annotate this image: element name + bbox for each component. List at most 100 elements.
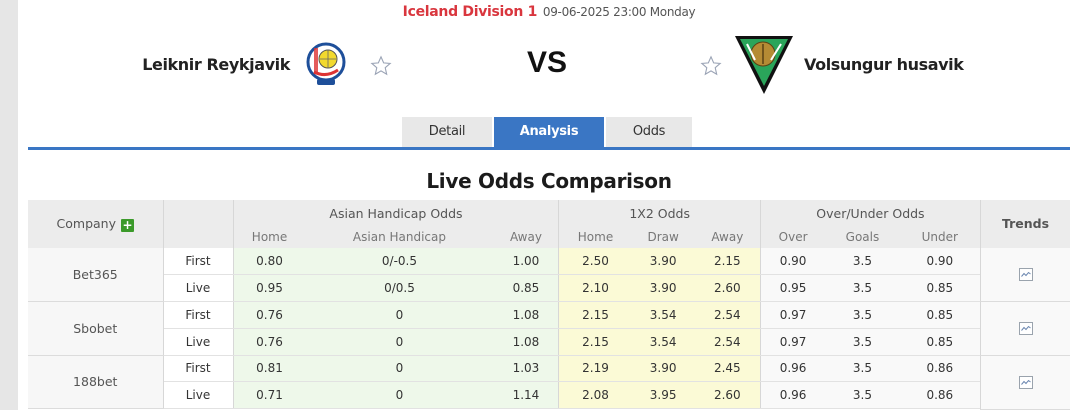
ou-goals[interactable]: 3.5 <box>825 381 900 409</box>
ah-away-odds[interactable]: 1.03 <box>493 355 560 383</box>
x12-away-odds[interactable]: 2.60 <box>694 381 761 409</box>
match-info: Iceland Division 1 09-06-2025 23:00 Mond… <box>28 4 1070 20</box>
line-chart-icon[interactable] <box>1018 376 1033 389</box>
trends-header: Trends <box>980 200 1070 248</box>
x12-home-odds[interactable]: 2.15 <box>558 328 632 356</box>
ah-home-odds[interactable]: 0.71 <box>233 381 306 409</box>
ah-line[interactable]: 0/0.5 <box>305 274 494 302</box>
x12-away-odds[interactable]: 2.54 <box>694 301 761 329</box>
ah-away-odds[interactable]: 1.08 <box>493 328 560 356</box>
ah-away-odds[interactable]: 1.00 <box>493 248 560 276</box>
ah-line[interactable]: 0 <box>305 301 494 329</box>
tab-odds[interactable]: Odds <box>606 117 692 147</box>
ou-under-odds[interactable]: 0.85 <box>899 274 980 302</box>
odds-kind: First <box>163 355 234 383</box>
x12-draw-odds[interactable]: 3.95 <box>631 381 695 409</box>
home-team-logo[interactable] <box>306 38 346 92</box>
ou-under-odds[interactable]: 0.86 <box>899 381 980 409</box>
ou-over-odds[interactable]: 0.90 <box>760 248 826 276</box>
x12-draw-odds[interactable]: 3.54 <box>631 328 695 356</box>
odds-type-header <box>163 200 234 248</box>
ou-goals[interactable]: 3.5 <box>825 274 900 302</box>
trend-cell-sbobet <box>980 302 1070 356</box>
tab-detail[interactable]: Detail <box>402 117 492 147</box>
ou-over-odds[interactable]: 0.96 <box>760 355 826 383</box>
ou-over-odds[interactable]: 0.96 <box>760 381 826 409</box>
x12-header: 1X2 Odds <box>558 200 761 226</box>
odds-kind: First <box>163 248 234 276</box>
ah-home-subheader: Home <box>233 226 306 248</box>
ah-home-odds[interactable]: 0.95 <box>233 274 306 302</box>
ou-under-odds[interactable]: 0.85 <box>899 301 980 329</box>
x12-home-odds[interactable]: 2.08 <box>558 381 632 409</box>
home-team-name[interactable]: Leiknir Reykjavik <box>142 55 290 74</box>
x12-away-odds[interactable]: 2.60 <box>694 274 761 302</box>
ah-away-odds[interactable]: 0.85 <box>493 274 560 302</box>
odds-kind: Live <box>163 381 234 409</box>
ou-goals[interactable]: 3.5 <box>825 328 900 356</box>
league-link[interactable]: Iceland Division 1 <box>402 4 538 20</box>
away-team-name[interactable]: Volsungur husavik <box>804 55 964 74</box>
away-favorite-star-icon[interactable] <box>700 55 722 77</box>
ou-under-subheader: Under <box>899 226 980 248</box>
ah-line[interactable]: 0 <box>305 381 494 409</box>
odds-comparison-table: Company + Asian Handicap Odds 1X2 Odds Ov… <box>28 200 980 409</box>
ou-goals[interactable]: 3.5 <box>825 355 900 383</box>
company-header-label: Company <box>56 216 116 231</box>
x12-draw-odds[interactable]: 3.90 <box>631 248 695 276</box>
ou-over-odds[interactable]: 0.97 <box>760 328 826 356</box>
line-chart-icon[interactable] <box>1018 322 1033 335</box>
ou-under-odds[interactable]: 0.86 <box>899 355 980 383</box>
x12-draw-odds[interactable]: 3.90 <box>631 355 695 383</box>
line-chart-icon[interactable] <box>1018 268 1033 281</box>
home-favorite-star-icon[interactable] <box>370 55 392 77</box>
x12-away-odds[interactable]: 2.45 <box>694 355 761 383</box>
asian-handicap-header: Asian Handicap Odds <box>233 200 560 226</box>
company-header: Company + <box>28 200 164 248</box>
x12-away-subheader: Away <box>694 226 761 248</box>
left-gutter <box>0 0 18 410</box>
ah-home-odds[interactable]: 0.76 <box>233 301 306 329</box>
section-title: Live Odds Comparison <box>426 169 672 193</box>
ah-home-odds[interactable]: 0.81 <box>233 355 306 383</box>
ah-line[interactable]: 0 <box>305 355 494 383</box>
add-company-plus-icon[interactable]: + <box>120 218 134 232</box>
ah-line[interactable]: 0 <box>305 328 494 356</box>
ah-home-odds[interactable]: 0.80 <box>233 248 306 276</box>
away-team-logo[interactable] <box>733 34 795 96</box>
ou-over-odds[interactable]: 0.97 <box>760 301 826 329</box>
x12-draw-odds[interactable]: 3.90 <box>631 274 695 302</box>
company-name[interactable]: 188bet <box>28 355 164 409</box>
ou-goals[interactable]: 3.5 <box>825 301 900 329</box>
x12-home-odds[interactable]: 2.19 <box>558 355 632 383</box>
tab-analysis[interactable]: Analysis <box>494 117 604 147</box>
ou-goals[interactable]: 3.5 <box>825 248 900 276</box>
company-name[interactable]: Bet365 <box>28 248 164 302</box>
company-name[interactable]: Sbobet <box>28 301 164 356</box>
table-row: Sbobet First 0.76 0 1.08 2.15 3.54 2.54 … <box>28 301 980 356</box>
odds-kind: Live <box>163 328 234 356</box>
ah-away-odds[interactable]: 1.14 <box>493 381 560 409</box>
ah-away-subheader: Away <box>493 226 560 248</box>
ou-under-odds[interactable]: 0.90 <box>899 248 980 276</box>
ah-away-odds[interactable]: 1.08 <box>493 301 560 329</box>
x12-home-odds[interactable]: 2.15 <box>558 301 632 329</box>
ou-under-odds[interactable]: 0.85 <box>899 328 980 356</box>
ah-home-odds[interactable]: 0.76 <box>233 328 306 356</box>
x12-home-odds[interactable]: 2.10 <box>558 274 632 302</box>
ah-line-subheader: Asian Handicap <box>305 226 494 248</box>
match-tabs: Detail Analysis Odds <box>402 117 692 147</box>
x12-home-subheader: Home <box>558 226 632 248</box>
x12-away-odds[interactable]: 2.54 <box>694 328 761 356</box>
x12-draw-odds[interactable]: 3.54 <box>631 301 695 329</box>
x12-draw-subheader: Draw <box>631 226 695 248</box>
vs-label: VS <box>527 46 568 79</box>
ou-over-odds[interactable]: 0.95 <box>760 274 826 302</box>
x12-home-odds[interactable]: 2.50 <box>558 248 632 276</box>
table-row: Bet365 First 0.80 0/-0.5 1.00 2.50 3.90 … <box>28 248 980 302</box>
table-row: Live 0.95 0/0.5 0.85 2.10 3.90 2.60 0.95… <box>28 274 980 302</box>
trends-column: Trends <box>980 200 1070 410</box>
ou-over-subheader: Over <box>760 226 826 248</box>
x12-away-odds[interactable]: 2.15 <box>694 248 761 276</box>
ah-line[interactable]: 0/-0.5 <box>305 248 494 276</box>
